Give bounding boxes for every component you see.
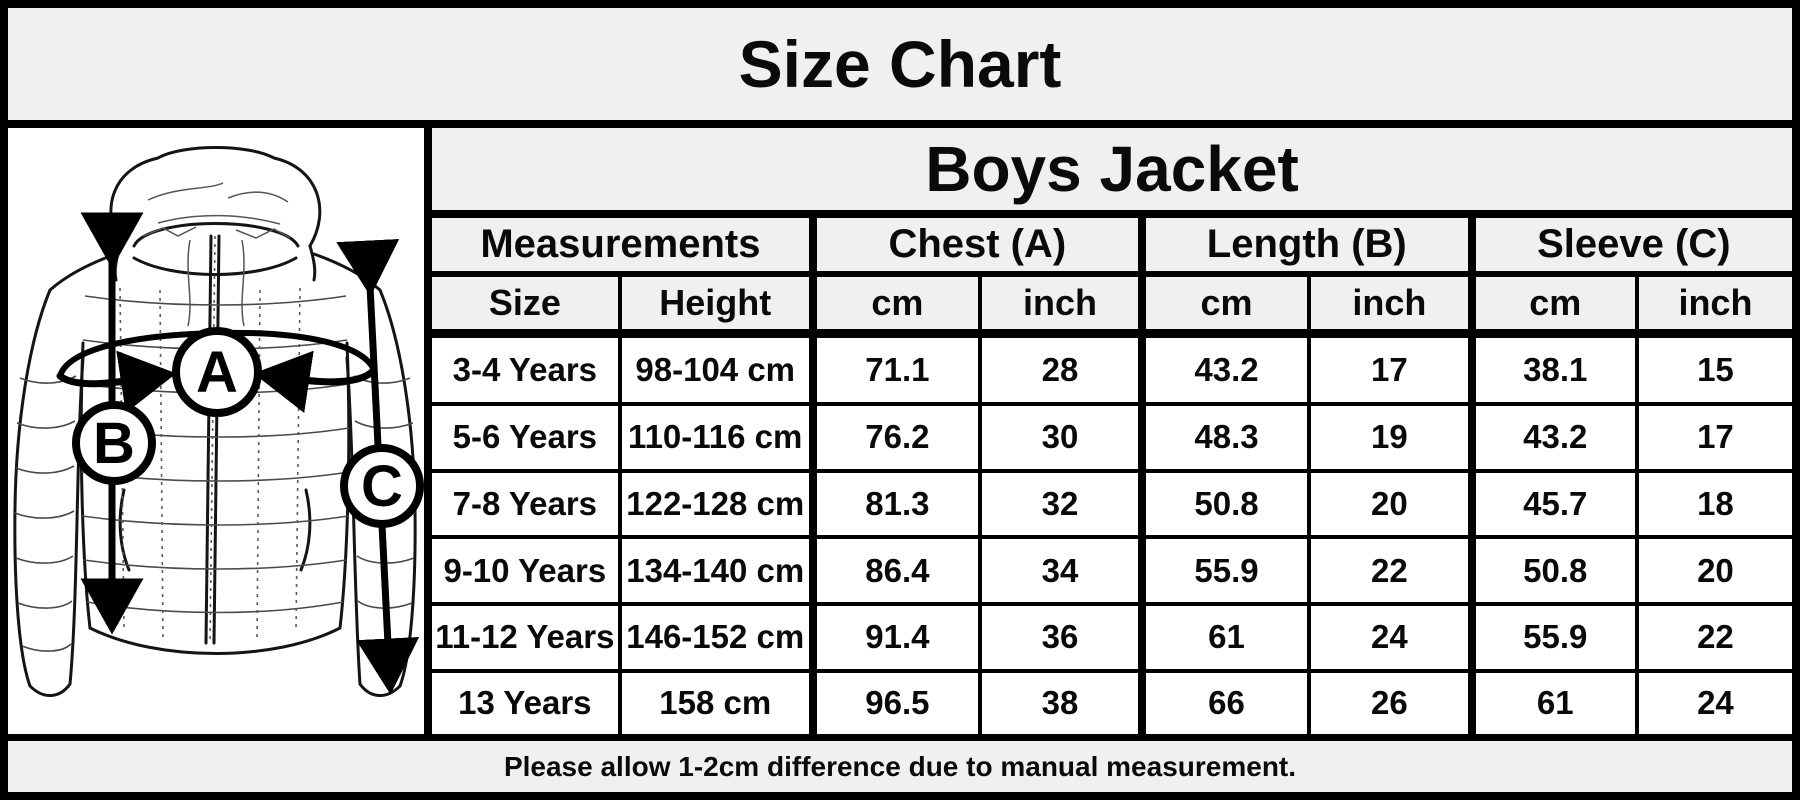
- table-cell: 61: [1137, 601, 1312, 673]
- table-cell: 50.8: [1137, 468, 1312, 540]
- col-header-length-inch: inch: [1307, 272, 1474, 338]
- main-area: A B C: [8, 128, 1792, 734]
- chest-arrow-right: [253, 350, 378, 413]
- table-cell: 66: [1137, 668, 1312, 734]
- col-group-sleeve: Sleeve (C): [1467, 212, 1792, 277]
- table-cell: 7-8 Years: [432, 468, 622, 540]
- table-cell: 91.4: [808, 601, 983, 673]
- chest-label: A: [196, 340, 238, 405]
- table-row: 9-10 Years 134-140 cm 86.4 34 55.9 22 50.8 20: [432, 535, 1792, 606]
- product-header-row: Boys Jacket: [432, 128, 1792, 218]
- table-row: 7-8 Years 122-128 cm 81.3 32 50.8 20 45.7 18: [432, 468, 1792, 540]
- table-cell: 32: [978, 468, 1144, 540]
- size-table-body: 3-4 Years 98-104 cm 71.1 28 43.2 17 38.1 15 5-6 …: [432, 331, 1792, 734]
- table-cell: 28: [978, 331, 1144, 407]
- table-cell: 146-152 cm: [617, 601, 815, 673]
- col-group-measurements: Measurements: [432, 212, 815, 277]
- column-group-row: Measurements Chest (A) Length (B) Sleeve…: [432, 212, 1792, 277]
- table-cell: 45.7: [1467, 468, 1639, 540]
- table-cell: 22: [1634, 601, 1792, 673]
- table-cell: 34: [978, 535, 1144, 606]
- table-cell: 43.2: [1467, 402, 1639, 473]
- table-cell: 20: [1307, 468, 1474, 540]
- sleeve-label-badge: C: [340, 444, 424, 528]
- table-row: 11-12 Years 146-152 cm 91.4 36 61 24 55.9 22: [432, 601, 1792, 673]
- col-header-size: Size: [432, 272, 622, 338]
- col-header-height: Height: [617, 272, 815, 338]
- table-cell: 122-128 cm: [617, 468, 815, 540]
- title-bar: Size Chart: [8, 8, 1792, 128]
- size-table-panel: Boys Jacket Measurements Chest (A) Lengt…: [432, 128, 1792, 734]
- table-cell: 81.3: [808, 468, 983, 540]
- table-cell: 11-12 Years: [432, 601, 622, 673]
- table-cell: 24: [1307, 601, 1474, 673]
- col-header-sleeve-cm: cm: [1467, 272, 1639, 338]
- footer-note-bar: Please allow 1-2cm difference due to man…: [8, 734, 1792, 792]
- col-group-length: Length (B): [1137, 212, 1474, 277]
- table-cell: 50.8: [1467, 535, 1639, 606]
- table-cell: 61: [1467, 668, 1639, 734]
- table-row: 13 Years 158 cm 96.5 38 66 26 61 24: [432, 668, 1792, 734]
- table-cell: 19: [1307, 402, 1474, 473]
- table-cell: 110-116 cm: [617, 402, 815, 473]
- table-cell: 134-140 cm: [617, 535, 815, 606]
- col-header-chest-cm: cm: [808, 272, 983, 338]
- jacket-measurement-diagram: A B C: [13, 146, 424, 697]
- table-cell: 24: [1634, 668, 1792, 734]
- table-cell: 158 cm: [617, 668, 815, 734]
- sleeve-label: C: [361, 454, 403, 519]
- length-label-badge: B: [72, 401, 156, 485]
- table-cell: 38.1: [1467, 331, 1639, 407]
- measurement-annotations: A B C: [56, 212, 424, 695]
- table-cell: 43.2: [1137, 331, 1312, 407]
- table-row: 5-6 Years 110-116 cm 76.2 30 48.3 19 43.2 17: [432, 402, 1792, 473]
- table-cell: 15: [1634, 331, 1792, 407]
- col-header-sleeve-inch: inch: [1634, 272, 1792, 338]
- table-cell: 30: [978, 402, 1144, 473]
- jacket-sketch: [13, 146, 417, 697]
- chest-label-badge: A: [172, 327, 262, 417]
- table-cell: 38: [978, 668, 1144, 734]
- table-cell: 17: [1307, 331, 1474, 407]
- table-cell: 55.9: [1467, 601, 1639, 673]
- length-label: B: [93, 411, 135, 476]
- table-row: 3-4 Years 98-104 cm 71.1 28 43.2 17 38.1 15: [432, 331, 1792, 407]
- column-header-row: Size Height cm inch cm inch cm inch: [432, 272, 1792, 338]
- table-cell: 18: [1634, 468, 1792, 540]
- table-cell: 98-104 cm: [617, 331, 815, 407]
- page-title: Size Chart: [738, 27, 1062, 101]
- table-cell: 22: [1307, 535, 1474, 606]
- table-cell: 96.5: [808, 668, 983, 734]
- table-cell: 9-10 Years: [432, 535, 622, 606]
- table-cell: 71.1: [808, 331, 983, 407]
- table-cell: 20: [1634, 535, 1792, 606]
- table-cell: 26: [1307, 668, 1474, 734]
- table-cell: 5-6 Years: [432, 402, 622, 473]
- table-cell: 36: [978, 601, 1144, 673]
- col-header-length-cm: cm: [1137, 272, 1312, 338]
- table-cell: 86.4: [808, 535, 983, 606]
- product-title: Boys Jacket: [432, 128, 1792, 218]
- footer-note: Please allow 1-2cm difference due to man…: [503, 750, 1297, 782]
- col-group-chest: Chest (A): [808, 212, 1144, 277]
- table-cell: 48.3: [1137, 402, 1312, 473]
- size-table: Boys Jacket Measurements Chest (A) Lengt…: [432, 128, 1792, 734]
- table-cell: 76.2: [808, 402, 983, 473]
- jacket-diagram-panel: A B C: [8, 128, 432, 734]
- col-header-chest-inch: inch: [978, 272, 1144, 338]
- table-cell: 3-4 Years: [432, 331, 622, 407]
- table-cell: 17: [1634, 402, 1792, 473]
- table-cell: 55.9: [1137, 535, 1312, 606]
- table-cell: 13 Years: [432, 668, 622, 734]
